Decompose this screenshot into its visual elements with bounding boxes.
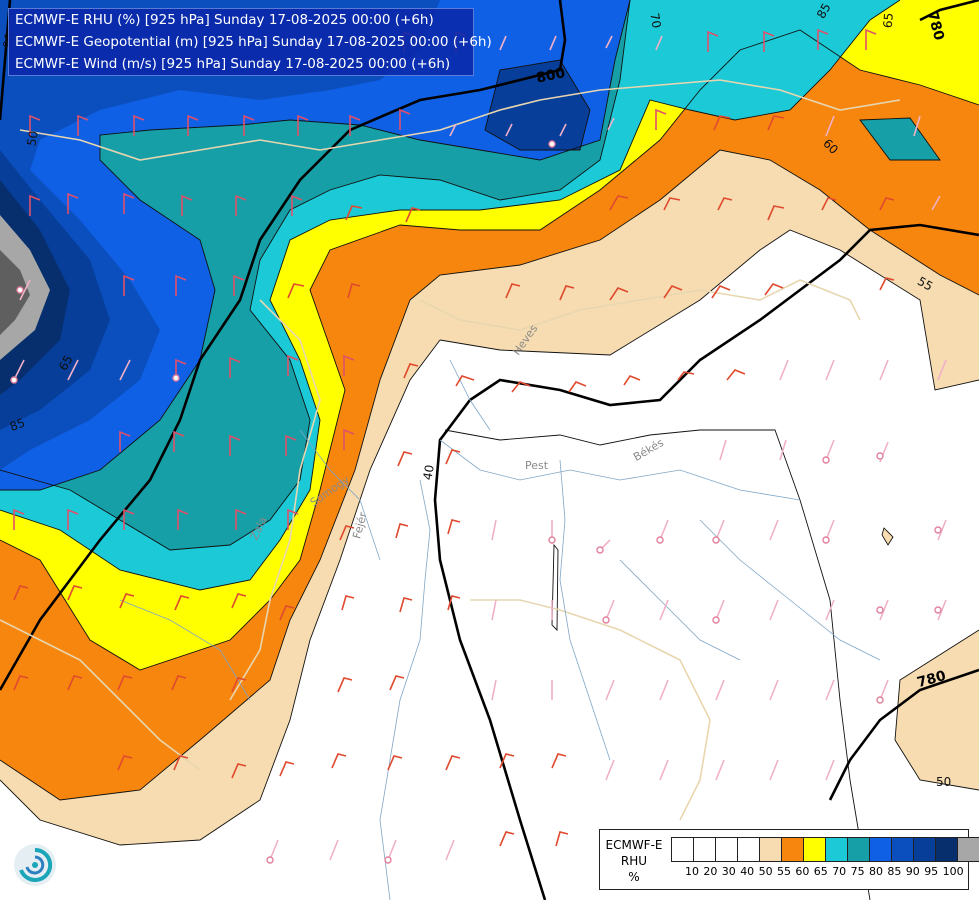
geo-label-780-ne: 780: [924, 10, 947, 43]
title-rhu: ECMWF-E RHU (%) [925 hPa] Sunday 17-08-2…: [15, 12, 434, 28]
rhu-label-11: 50: [24, 130, 40, 147]
legend-tick-label: 95: [924, 865, 939, 878]
geopotential-labels: 800 780 780: [535, 10, 948, 691]
legend-tick-label: 70: [832, 865, 847, 878]
admin-borders: [0, 79, 901, 821]
map-title-box: ECMWF-E RHU (%) [925 hPa] Sunday 17-08-2…: [8, 8, 492, 76]
rhu-label-6: 40: [420, 464, 436, 481]
legend-tick-label: 40: [740, 865, 755, 878]
rhu-label-3: 65: [881, 12, 896, 28]
rhu-label-5: 55: [915, 274, 935, 294]
rhu-label-1: 70: [647, 12, 663, 29]
legend-title-var: RHU: [620, 854, 648, 868]
legend-tick-label: 100: [942, 865, 964, 878]
geo-label-780-se: 780: [915, 668, 948, 691]
legend-swatch: [782, 838, 804, 861]
legend-tick-label: 60: [795, 865, 810, 878]
rhu-spot: [881, 527, 894, 546]
rhu-band-100: [0, 250, 30, 335]
legend-tick-label: 75: [850, 865, 865, 878]
legend-swatch: [826, 838, 848, 861]
title-wind: ECMWF-E Wind (m/s) [925 hPa] Sunday 17-0…: [15, 56, 451, 72]
legend-swatch: [914, 838, 936, 861]
legend-swatch: [760, 838, 782, 861]
rhu-label-10: 85: [8, 416, 27, 434]
legend-ticks: 10 20 30 40 50 55 60 65 70 75 80 85 90 95 100: [671, 865, 971, 881]
legend-swatch: [716, 838, 738, 861]
legend-swatch: [892, 838, 914, 861]
legend-title-unit: %: [628, 870, 640, 884]
legend-title: ECMWF-E RHU %: [603, 837, 665, 885]
legend-tick-label: 20: [703, 865, 718, 878]
place-label-pest: Pest: [525, 459, 549, 472]
legend-swatch: [936, 838, 958, 861]
legend-tick-label: 55: [777, 865, 791, 878]
color-legend: ECMWF-E RHU % 10 20 30 40 50 55 60 65 70 75 80 85 90…: [599, 829, 979, 890]
legend-tick-label: 10: [685, 865, 699, 878]
station-markers: [10, 140, 942, 864]
legend-swatch: [672, 838, 694, 861]
legend-swatch: [738, 838, 760, 861]
swirl-logo-icon: [12, 842, 58, 888]
legend-tick-label: 65: [813, 865, 828, 878]
rhu-label-2: 85: [814, 1, 834, 21]
legend-swatch: [848, 838, 870, 861]
legend-swatch: [958, 838, 979, 861]
legend-swatches: [671, 837, 979, 862]
title-geopotential: ECMWF-E Geopotential (m) [925 hPa] Sunda…: [15, 34, 492, 50]
legend-tick-label: 85: [887, 865, 902, 878]
legend-swatch: [804, 838, 826, 861]
legend-tick-label: 90: [905, 865, 920, 878]
rhu-labels: 70 85 65 60 55 40 50 65 90 85 50: [0, 1, 951, 789]
rhu-label-8: 65: [56, 353, 76, 373]
rivers: [119, 359, 881, 900]
legend-tick-label: 80: [869, 865, 883, 878]
rhu-band-75: [0, 0, 630, 490]
rhu-label-7: 50: [936, 775, 951, 789]
rhu-band-70-ne: [860, 118, 940, 160]
legend-swatch: [870, 838, 892, 861]
legend-tick-label: 30: [721, 865, 736, 878]
legend-tick-label: 50: [758, 865, 773, 878]
legend-swatch: [694, 838, 716, 861]
rhu-band-80: [0, 0, 440, 470]
legend-title-model: ECMWF-E: [605, 838, 663, 852]
geo-label-800: 800: [535, 65, 567, 87]
